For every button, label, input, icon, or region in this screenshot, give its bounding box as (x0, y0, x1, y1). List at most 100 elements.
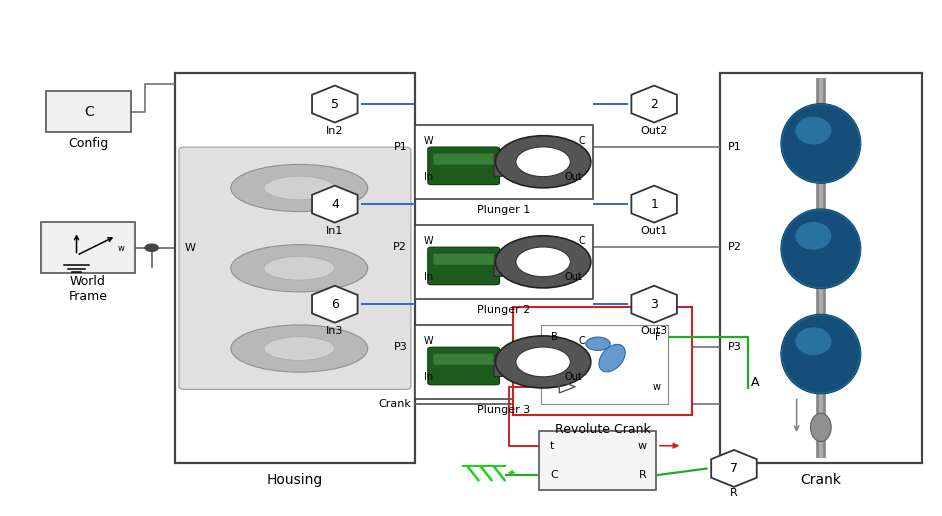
FancyBboxPatch shape (428, 147, 499, 185)
Text: Out1: Out1 (641, 226, 668, 236)
FancyBboxPatch shape (428, 247, 499, 285)
FancyBboxPatch shape (494, 256, 510, 277)
Text: Crank: Crank (378, 399, 411, 409)
Text: 6: 6 (331, 298, 339, 311)
Polygon shape (711, 450, 756, 487)
Text: Config: Config (69, 137, 109, 150)
Text: C: C (578, 236, 586, 246)
Text: In2: In2 (326, 126, 344, 136)
FancyBboxPatch shape (414, 325, 593, 399)
Text: Plunger 2: Plunger 2 (478, 305, 530, 315)
Circle shape (516, 347, 570, 377)
Text: C: C (578, 136, 586, 146)
FancyBboxPatch shape (179, 147, 411, 390)
FancyBboxPatch shape (720, 73, 922, 463)
FancyBboxPatch shape (41, 222, 135, 273)
FancyBboxPatch shape (414, 124, 593, 199)
Text: W: W (185, 243, 196, 253)
FancyBboxPatch shape (494, 356, 510, 377)
Circle shape (495, 136, 591, 188)
Circle shape (145, 244, 158, 251)
Text: R: R (639, 470, 646, 480)
Text: 3: 3 (650, 298, 658, 311)
Ellipse shape (810, 413, 831, 442)
FancyBboxPatch shape (46, 91, 131, 132)
Text: t: t (550, 441, 554, 450)
Polygon shape (312, 286, 358, 322)
FancyBboxPatch shape (494, 156, 510, 176)
Text: w: w (638, 441, 646, 450)
Ellipse shape (264, 176, 334, 200)
Text: W: W (424, 136, 433, 146)
Circle shape (516, 147, 570, 176)
Text: World
Frame: World Frame (69, 275, 107, 303)
Text: In: In (424, 172, 433, 182)
Circle shape (495, 236, 591, 288)
Text: Housing: Housing (267, 473, 323, 487)
Circle shape (495, 336, 591, 388)
Ellipse shape (231, 165, 367, 212)
Text: C: C (578, 336, 586, 346)
Ellipse shape (231, 245, 367, 292)
Text: P2: P2 (727, 242, 741, 252)
FancyBboxPatch shape (175, 73, 414, 463)
Text: P3: P3 (727, 342, 741, 352)
Polygon shape (312, 186, 358, 222)
Text: Crank: Crank (801, 473, 841, 487)
FancyBboxPatch shape (433, 354, 494, 365)
Text: R: R (730, 488, 738, 498)
Text: In: In (424, 372, 433, 382)
Circle shape (516, 247, 570, 277)
FancyBboxPatch shape (433, 154, 494, 165)
Polygon shape (631, 186, 677, 222)
Text: P3: P3 (394, 342, 407, 352)
FancyBboxPatch shape (542, 325, 668, 404)
Text: 5: 5 (331, 98, 339, 110)
Text: Out: Out (564, 272, 582, 282)
Ellipse shape (599, 344, 625, 372)
Text: Out: Out (564, 372, 582, 382)
FancyBboxPatch shape (414, 224, 593, 299)
Text: w: w (653, 382, 660, 392)
Ellipse shape (264, 256, 334, 280)
Ellipse shape (795, 117, 831, 144)
Text: w: w (117, 244, 124, 253)
Text: F: F (655, 332, 660, 342)
Ellipse shape (264, 337, 334, 360)
FancyBboxPatch shape (513, 307, 691, 414)
Polygon shape (312, 86, 358, 122)
Text: In3: In3 (326, 326, 344, 336)
Ellipse shape (795, 327, 831, 355)
Ellipse shape (231, 325, 367, 372)
Text: Out2: Out2 (641, 126, 668, 136)
Text: 4: 4 (331, 198, 339, 211)
Ellipse shape (781, 104, 861, 183)
Text: C: C (550, 470, 558, 480)
Text: Out: Out (564, 172, 582, 182)
Text: Plunger 3: Plunger 3 (478, 406, 530, 415)
Text: C: C (84, 105, 93, 119)
Text: P1: P1 (394, 142, 407, 152)
Text: A: A (752, 376, 760, 389)
Text: Revolute Crank: Revolute Crank (555, 424, 650, 437)
Ellipse shape (795, 222, 831, 250)
Text: W: W (424, 236, 433, 246)
Text: Plunger 1: Plunger 1 (478, 205, 530, 215)
Text: In1: In1 (326, 226, 344, 236)
Ellipse shape (781, 209, 861, 288)
FancyBboxPatch shape (539, 431, 656, 490)
Text: 1: 1 (650, 198, 658, 211)
Polygon shape (631, 86, 677, 122)
FancyBboxPatch shape (428, 347, 499, 385)
FancyBboxPatch shape (433, 254, 494, 265)
Circle shape (586, 337, 610, 350)
Text: P1: P1 (727, 142, 741, 152)
Text: In: In (424, 272, 433, 282)
Text: P2: P2 (393, 242, 407, 252)
Text: Out3: Out3 (641, 326, 668, 336)
Polygon shape (631, 286, 677, 322)
Text: B: B (551, 332, 558, 342)
Text: W: W (424, 336, 433, 346)
Text: 7: 7 (730, 462, 738, 475)
Text: 2: 2 (650, 98, 658, 110)
